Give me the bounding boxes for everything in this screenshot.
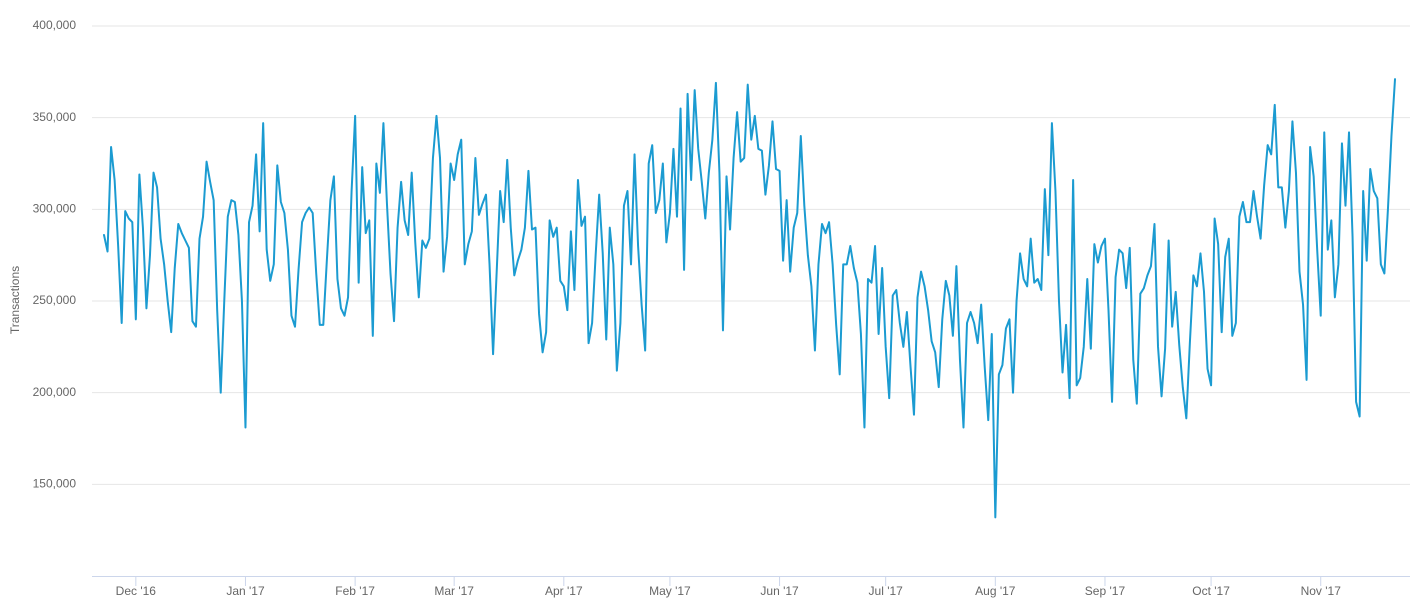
y-tick-label: 350,000 (33, 110, 77, 124)
x-tick-label: Dec '16 (116, 584, 157, 598)
y-axis-title: Transactions (8, 266, 22, 334)
y-tick-label: 150,000 (33, 477, 77, 491)
y-tick-label: 250,000 (33, 293, 77, 307)
y-tick-label: 400,000 (33, 18, 77, 32)
x-tick-label: Feb '17 (335, 584, 375, 598)
y-tick-label: 200,000 (33, 385, 77, 399)
y-tick-label: 300,000 (33, 202, 77, 216)
data-line (103, 78, 1396, 519)
x-tick-label: May '17 (649, 584, 691, 598)
x-tick-label: Jul '17 (869, 584, 904, 598)
x-tick-label: Sep '17 (1085, 584, 1126, 598)
x-tick-label: Mar '17 (434, 584, 474, 598)
x-tick-label: Nov '17 (1301, 584, 1342, 598)
x-tick-label: Oct '17 (1192, 584, 1230, 598)
x-tick-label: Jun '17 (760, 584, 799, 598)
x-tick-label: Jan '17 (226, 584, 265, 598)
x-tick-label: Apr '17 (545, 584, 583, 598)
x-tick-label: Aug '17 (975, 584, 1016, 598)
